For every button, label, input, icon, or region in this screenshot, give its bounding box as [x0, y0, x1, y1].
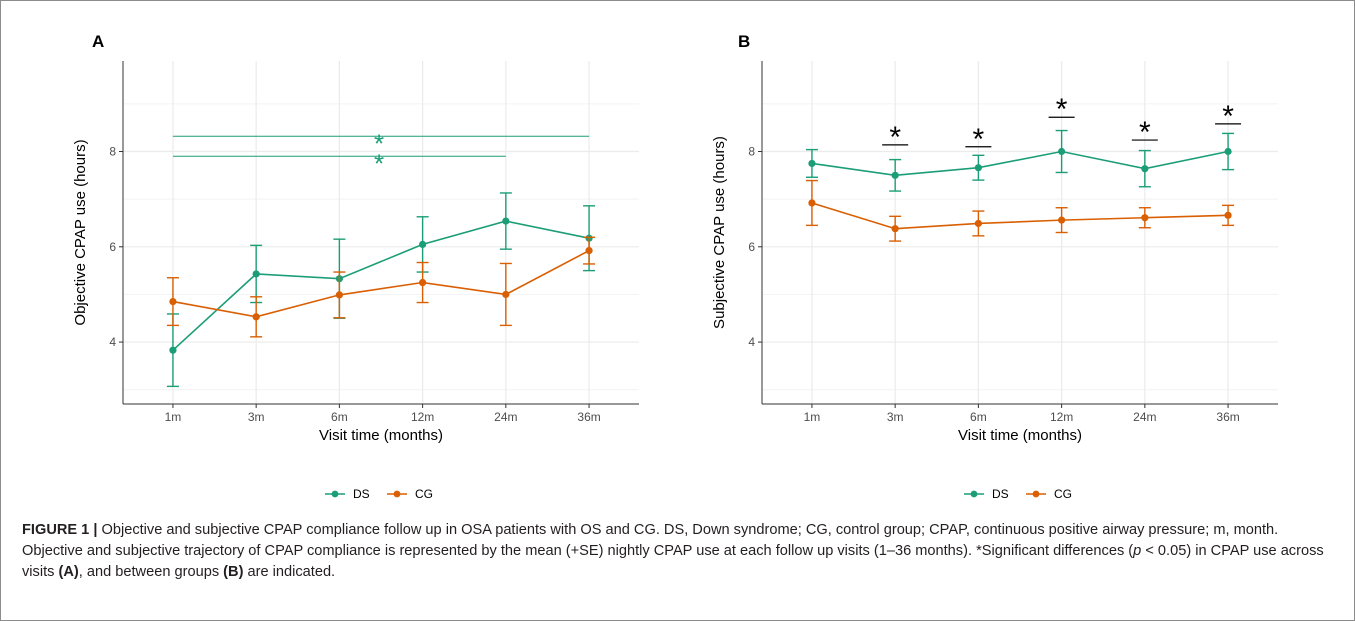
y-tick-label: 4	[748, 335, 755, 349]
caption-text-4: are indicated.	[243, 564, 336, 580]
data-point	[974, 164, 982, 172]
series-line	[172, 220, 590, 351]
data-point	[419, 240, 427, 249]
x-tick-label: 12m	[411, 410, 434, 424]
data-point	[1141, 214, 1149, 222]
significance-asterisk: *	[973, 123, 985, 156]
x-tick-label: 6m	[970, 410, 987, 424]
y-tick-label: 6	[109, 240, 116, 254]
data-point	[169, 346, 177, 354]
panel-label: A	[92, 32, 104, 51]
x-tick-label: 12m	[1050, 410, 1073, 424]
figure-charts: 4 6 8 1m 3m 6m 12m 24m 36m Visit time (months) Obj…	[72, 32, 1278, 501]
legend-marker	[1032, 490, 1040, 498]
legend: DS CG	[325, 487, 433, 501]
series-line	[811, 202, 1229, 230]
x-tick-label: 3m	[887, 410, 904, 424]
data-point	[585, 247, 593, 255]
x-axis-title: Visit time (months)	[958, 427, 1082, 444]
series-ds	[805, 129, 1235, 192]
figure-caption: FIGURE 1 | Objective and subjective CPAP…	[22, 520, 1340, 583]
significance-asterisk: *	[374, 128, 384, 158]
data-point	[1058, 216, 1066, 224]
x-tick-label: 36m	[1216, 410, 1239, 424]
caption-label: FIGURE 1 |	[22, 522, 98, 538]
data-point	[502, 217, 510, 225]
legend-marker	[970, 490, 978, 498]
y-tick-label: 6	[748, 240, 755, 254]
data-point	[1224, 147, 1232, 156]
y-tick-label: 4	[109, 335, 116, 349]
significance-asterisk: *	[1222, 100, 1234, 133]
x-tick-label: 36m	[577, 410, 600, 424]
data-point	[335, 291, 343, 299]
legend: DS CG	[964, 487, 1072, 501]
data-point	[808, 159, 816, 168]
caption-text: Objective and subjective CPAP compliance…	[22, 522, 1279, 559]
legend-label: DS	[992, 487, 1009, 501]
x-axis-title: Visit time (months)	[319, 427, 443, 444]
significance-asterisk: *	[1139, 116, 1151, 149]
y-tick-label: 8	[748, 145, 755, 159]
significance-asterisk: *	[889, 121, 901, 154]
series-ds	[166, 192, 596, 388]
legend-marker	[393, 490, 401, 498]
series-line	[172, 249, 590, 318]
caption-panel-a: (A)	[58, 564, 79, 580]
data-point	[891, 171, 899, 179]
data-point	[1224, 211, 1232, 219]
legend-label: DS	[353, 487, 370, 501]
panel-label: B	[738, 32, 750, 51]
series-cg	[166, 236, 596, 338]
data-point	[1141, 165, 1149, 173]
series-line	[811, 150, 1229, 177]
x-tick-label: 1m	[804, 410, 821, 424]
data-point	[419, 278, 427, 287]
x-tick-label: 1m	[165, 410, 182, 424]
data-point	[252, 313, 260, 321]
x-tick-label: 24m	[494, 410, 517, 424]
data-point	[169, 297, 177, 306]
x-tick-label: 24m	[1133, 410, 1156, 424]
data-point	[252, 270, 260, 278]
data-point	[1058, 147, 1066, 156]
caption-panel-b: (B)	[223, 564, 244, 580]
significance-asterisk: *	[1056, 93, 1068, 126]
data-point	[502, 290, 510, 299]
series-cg	[805, 179, 1235, 242]
legend-marker	[331, 490, 339, 498]
data-point	[891, 225, 899, 233]
legend-label: CG	[1054, 487, 1072, 501]
y-axis-title: Subjective CPAP use (hours)	[711, 136, 728, 329]
caption-p: p	[1133, 543, 1142, 559]
panel-b: 4 6 8 1m 3m 6m 12m 24m 36m Visit time (months) Sub…	[711, 32, 1278, 501]
data-point	[808, 199, 816, 207]
caption-text-2: < 0.05) in CPAP use across visits	[22, 543, 1324, 580]
x-tick-label: 3m	[248, 410, 265, 424]
panel-a: 4 6 8 1m 3m 6m 12m 24m 36m Visit time (months) Obj…	[72, 32, 639, 501]
significance-asterisk: *	[374, 148, 384, 178]
caption-text-3: , and between groups	[78, 564, 224, 580]
y-axis-title: Objective CPAP use (hours)	[72, 139, 89, 325]
x-tick-label: 6m	[331, 410, 348, 424]
y-tick-label: 8	[109, 145, 116, 159]
data-point	[974, 219, 982, 228]
legend-label: CG	[415, 487, 433, 501]
